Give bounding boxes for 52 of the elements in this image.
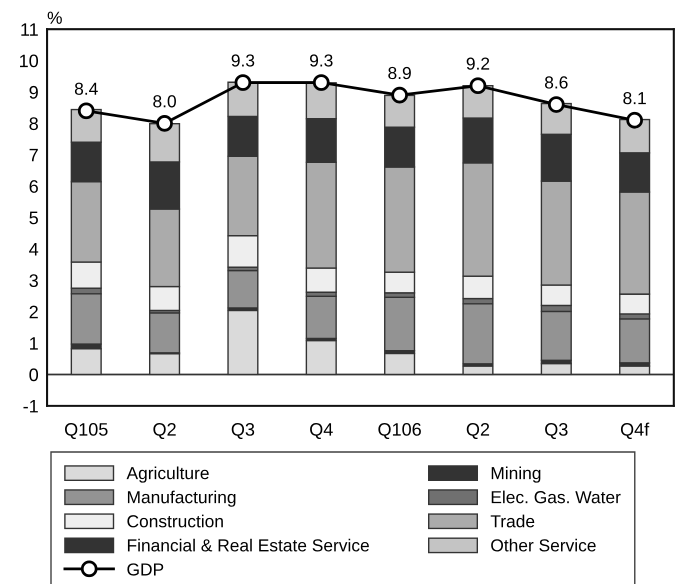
x-tick-label: Q4 — [310, 423, 333, 440]
x-tick-label: Q2 — [153, 423, 176, 440]
legend-label: Elec. Gas. Water — [492, 490, 621, 504]
data-label: 8.4 — [74, 82, 98, 95]
y-tick-label: 2 — [30, 306, 38, 318]
bar — [306, 296, 337, 340]
y-tick-label: 3 — [29, 274, 38, 288]
y-tick-label: 0 — [29, 368, 38, 382]
data-label: 8.1 — [623, 92, 646, 104]
point — [312, 74, 330, 91]
y-tick-label: 11 — [21, 23, 38, 36]
legend-label: Trade — [490, 514, 534, 528]
y-tick-label: 7 — [30, 148, 38, 162]
point — [548, 96, 565, 113]
y-tick-label: 1 — [30, 337, 38, 350]
x-tick-label: Q3 — [545, 423, 568, 440]
y-tick-label: 5 — [29, 212, 38, 224]
legend-label: Other Service — [491, 538, 596, 552]
point — [78, 102, 95, 120]
bar — [462, 303, 494, 365]
y-tick-label: 10 — [20, 54, 38, 68]
data-label: 8.6 — [544, 76, 568, 89]
data-label: 9.3 — [310, 54, 333, 67]
data-label: 8.9 — [388, 66, 411, 80]
y-tick-label: 9 — [30, 86, 38, 99]
y-tick-label: 4 — [29, 243, 38, 256]
bar — [227, 270, 258, 309]
legend-label: Manufacturing — [128, 490, 236, 507]
point — [234, 74, 252, 91]
data-label: 9.2 — [466, 57, 490, 70]
legend-label: GDP — [127, 563, 164, 576]
y-axis-title: % — [48, 12, 62, 24]
data-label: 9.3 — [232, 54, 254, 67]
point — [391, 86, 408, 104]
bar — [384, 296, 416, 352]
legend-label: Agriculture — [126, 466, 209, 483]
x-tick-label: Q2 — [466, 423, 490, 440]
y-tick-label: 6 — [30, 180, 38, 193]
x-tick-label: Q4f — [620, 422, 650, 440]
bar — [619, 318, 650, 364]
data-label: 8.0 — [153, 95, 176, 108]
y-tick-label: -1 — [23, 400, 38, 412]
y-tick-label: 8 — [29, 117, 38, 130]
legend-label: Financial & Real Estate Service — [128, 538, 369, 552]
point — [156, 115, 173, 132]
x-tick-label: Q3 — [232, 423, 254, 440]
point — [626, 112, 643, 129]
point — [470, 77, 486, 94]
x-tick-label: Q105 — [65, 423, 108, 440]
x-tick-label: Q106 — [378, 423, 421, 440]
legend-label: Construction — [127, 514, 223, 528]
legend-label: Mining — [492, 466, 540, 483]
